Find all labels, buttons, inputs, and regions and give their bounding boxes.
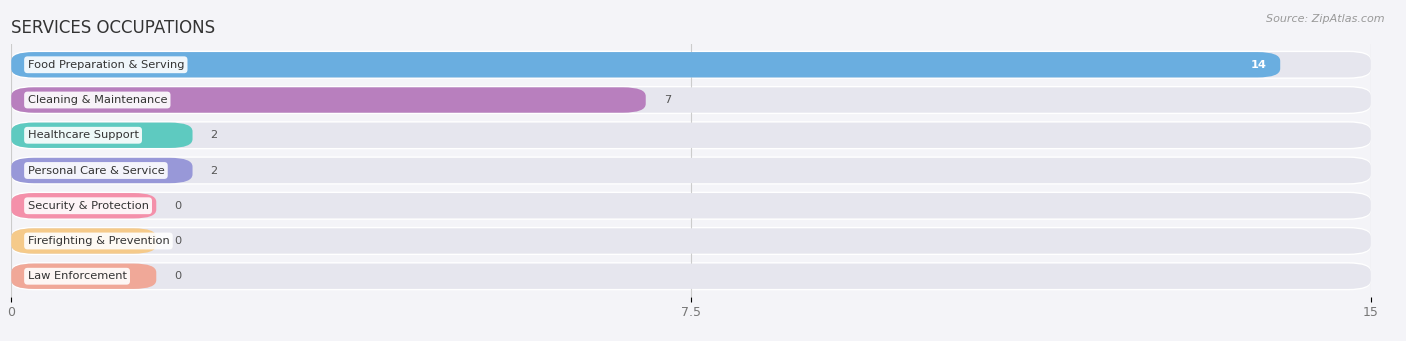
Text: Law Enforcement: Law Enforcement — [28, 271, 127, 281]
Text: SERVICES OCCUPATIONS: SERVICES OCCUPATIONS — [11, 19, 215, 37]
FancyBboxPatch shape — [11, 193, 1371, 219]
Text: 0: 0 — [174, 201, 181, 211]
Text: 2: 2 — [211, 165, 218, 176]
FancyBboxPatch shape — [11, 52, 1281, 77]
FancyBboxPatch shape — [11, 52, 1371, 77]
Text: 7: 7 — [664, 95, 671, 105]
FancyBboxPatch shape — [11, 51, 1371, 79]
FancyBboxPatch shape — [11, 262, 1371, 290]
Text: Personal Care & Service: Personal Care & Service — [28, 165, 165, 176]
FancyBboxPatch shape — [11, 157, 1371, 184]
FancyBboxPatch shape — [11, 122, 193, 148]
FancyBboxPatch shape — [11, 228, 156, 254]
Text: 14: 14 — [1251, 60, 1267, 70]
FancyBboxPatch shape — [11, 158, 1371, 183]
Text: Cleaning & Maintenance: Cleaning & Maintenance — [28, 95, 167, 105]
Text: 0: 0 — [174, 236, 181, 246]
FancyBboxPatch shape — [11, 264, 156, 289]
FancyBboxPatch shape — [11, 87, 645, 113]
FancyBboxPatch shape — [11, 227, 1371, 255]
FancyBboxPatch shape — [11, 121, 1371, 149]
FancyBboxPatch shape — [11, 228, 1371, 254]
FancyBboxPatch shape — [11, 264, 1371, 289]
Text: 2: 2 — [211, 130, 218, 140]
Text: Food Preparation & Serving: Food Preparation & Serving — [28, 60, 184, 70]
FancyBboxPatch shape — [11, 193, 156, 219]
FancyBboxPatch shape — [11, 87, 1371, 113]
Text: Security & Protection: Security & Protection — [28, 201, 149, 211]
Text: Source: ZipAtlas.com: Source: ZipAtlas.com — [1267, 14, 1385, 24]
Text: 0: 0 — [174, 271, 181, 281]
FancyBboxPatch shape — [11, 158, 193, 183]
Text: Healthcare Support: Healthcare Support — [28, 130, 139, 140]
FancyBboxPatch shape — [11, 122, 1371, 148]
FancyBboxPatch shape — [11, 86, 1371, 114]
FancyBboxPatch shape — [11, 192, 1371, 220]
Text: Firefighting & Prevention: Firefighting & Prevention — [28, 236, 169, 246]
